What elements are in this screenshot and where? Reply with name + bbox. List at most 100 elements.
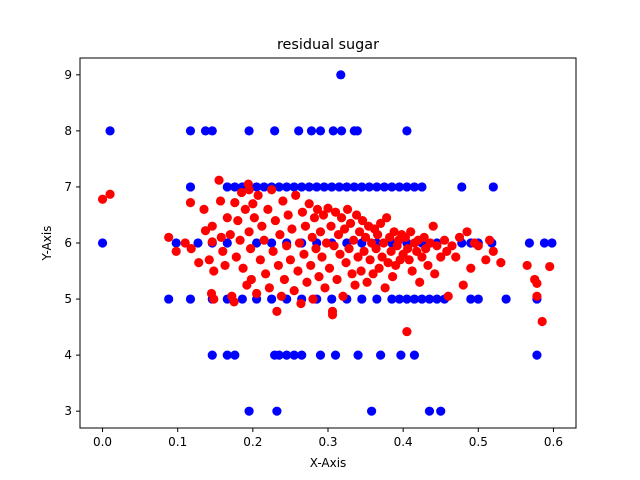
series-2-point-111 bbox=[362, 277, 372, 287]
series-2-point-62 bbox=[289, 286, 299, 296]
series-2-point-52 bbox=[272, 306, 282, 316]
y-axis-label: Y-Axis bbox=[40, 226, 54, 262]
x-tick-label: 0.0 bbox=[93, 435, 112, 449]
series-2-point-174 bbox=[537, 316, 547, 327]
series-2-point-71 bbox=[304, 199, 314, 209]
series-1-point-28 bbox=[304, 182, 314, 192]
series-2-point-80 bbox=[317, 252, 327, 262]
x-tick-label: 0.2 bbox=[243, 435, 262, 449]
y-tick-label: 4 bbox=[64, 348, 72, 362]
y-tick-label: 9 bbox=[64, 68, 72, 82]
x-tick-label: 0.6 bbox=[544, 435, 563, 449]
series-2-point-88 bbox=[327, 306, 338, 316]
x-tick-label: 0.4 bbox=[394, 435, 413, 449]
data-points-layer bbox=[97, 70, 557, 416]
series-1-point-84 bbox=[372, 294, 382, 304]
series-2-point-36 bbox=[244, 227, 254, 237]
series-1-point-116 bbox=[436, 406, 446, 416]
series-2-point-165 bbox=[473, 241, 483, 251]
series-2-point-14 bbox=[207, 237, 217, 247]
series-2-point-99 bbox=[344, 244, 354, 254]
series-2-point-138 bbox=[403, 244, 413, 254]
series-2-point-105 bbox=[353, 252, 363, 262]
series-1-point-87 bbox=[402, 294, 412, 304]
series-1-point-4 bbox=[200, 126, 211, 136]
series-2-point-37 bbox=[245, 244, 256, 254]
series-2-point-11 bbox=[204, 255, 214, 265]
series-2-point-152 bbox=[430, 269, 440, 279]
series-2-point-74 bbox=[308, 294, 318, 304]
y-tick-label: 8 bbox=[64, 124, 72, 138]
series-1-point-113 bbox=[272, 406, 282, 416]
series-2-point-1 bbox=[97, 194, 108, 204]
series-2-point-92 bbox=[333, 229, 344, 240]
series-2-point-46 bbox=[261, 269, 271, 279]
series-2-point-140 bbox=[406, 227, 416, 237]
series-1-point-115 bbox=[424, 406, 435, 416]
series-2-point-75 bbox=[309, 213, 320, 223]
series-1-point-1 bbox=[336, 70, 346, 80]
series-2-point-83 bbox=[321, 238, 332, 248]
series-1-point-18 bbox=[230, 182, 240, 192]
series-2-point-166 bbox=[481, 255, 491, 265]
series-2-point-129 bbox=[389, 227, 399, 237]
series-2-point-29 bbox=[235, 235, 245, 245]
series-1-point-8 bbox=[294, 126, 304, 136]
series-2-point-3 bbox=[164, 232, 174, 242]
series-2-point-20 bbox=[218, 246, 228, 257]
series-1-point-11 bbox=[328, 126, 338, 136]
series-1-point-33 bbox=[342, 182, 352, 192]
series-1-point-72 bbox=[185, 294, 196, 304]
series-2-point-4 bbox=[171, 246, 181, 257]
series-2-point-127 bbox=[386, 246, 396, 257]
series-2-point-168 bbox=[488, 246, 498, 257]
series-1-point-75 bbox=[237, 294, 247, 304]
series-2-point-28 bbox=[233, 215, 243, 226]
series-1-point-93 bbox=[466, 294, 476, 304]
series-1-point-16 bbox=[185, 182, 196, 192]
y-tick-label: 3 bbox=[64, 404, 72, 418]
series-2-point-8 bbox=[194, 258, 204, 268]
series-2-point-53 bbox=[273, 260, 283, 271]
x-tick-label: 0.5 bbox=[469, 435, 488, 449]
x-tick-label: 0.3 bbox=[318, 435, 337, 449]
series-1-point-38 bbox=[379, 182, 389, 192]
series-1-point-99 bbox=[230, 350, 240, 360]
series-1-point-43 bbox=[417, 182, 427, 192]
series-1-point-39 bbox=[387, 182, 397, 192]
series-2-point-175 bbox=[545, 261, 555, 272]
series-2-point-41 bbox=[252, 288, 262, 299]
series-2-point-85 bbox=[324, 263, 335, 273]
series-2-point-76 bbox=[311, 244, 321, 254]
series-2-point-96 bbox=[339, 224, 350, 234]
series-1-point-36 bbox=[364, 182, 374, 192]
series-1-point-17 bbox=[222, 182, 232, 192]
series-1-point-12 bbox=[336, 126, 347, 136]
series-2-point-86 bbox=[326, 221, 336, 231]
series-1-point-3 bbox=[185, 126, 196, 136]
series-2-point-79 bbox=[315, 227, 326, 237]
series-2-point-103 bbox=[350, 280, 360, 290]
series-2-point-89 bbox=[329, 241, 339, 251]
series-2-point-108 bbox=[357, 215, 368, 226]
series-2-point-58 bbox=[282, 241, 292, 251]
series-1-point-107 bbox=[353, 350, 363, 360]
series-2-point-47 bbox=[263, 204, 273, 214]
series-2-point-115 bbox=[368, 269, 378, 279]
series-2-point-167 bbox=[484, 235, 495, 245]
series-2-point-26 bbox=[230, 198, 240, 208]
series-2-point-5 bbox=[180, 238, 190, 248]
series-2-point-95 bbox=[338, 291, 348, 301]
series-2-point-170 bbox=[522, 260, 532, 271]
series-2-point-123 bbox=[380, 283, 390, 293]
series-2-point-141 bbox=[407, 266, 417, 276]
series-2-point-91 bbox=[332, 274, 342, 285]
y-axis-ticks: 3 4 5 6 7 8 9 bbox=[64, 68, 80, 418]
series-2-point-90 bbox=[330, 207, 341, 217]
series-2-point-32 bbox=[240, 204, 250, 214]
series-1-point-31 bbox=[327, 182, 337, 192]
series-2-point-119 bbox=[374, 263, 384, 273]
series-2-point-124 bbox=[382, 213, 392, 223]
